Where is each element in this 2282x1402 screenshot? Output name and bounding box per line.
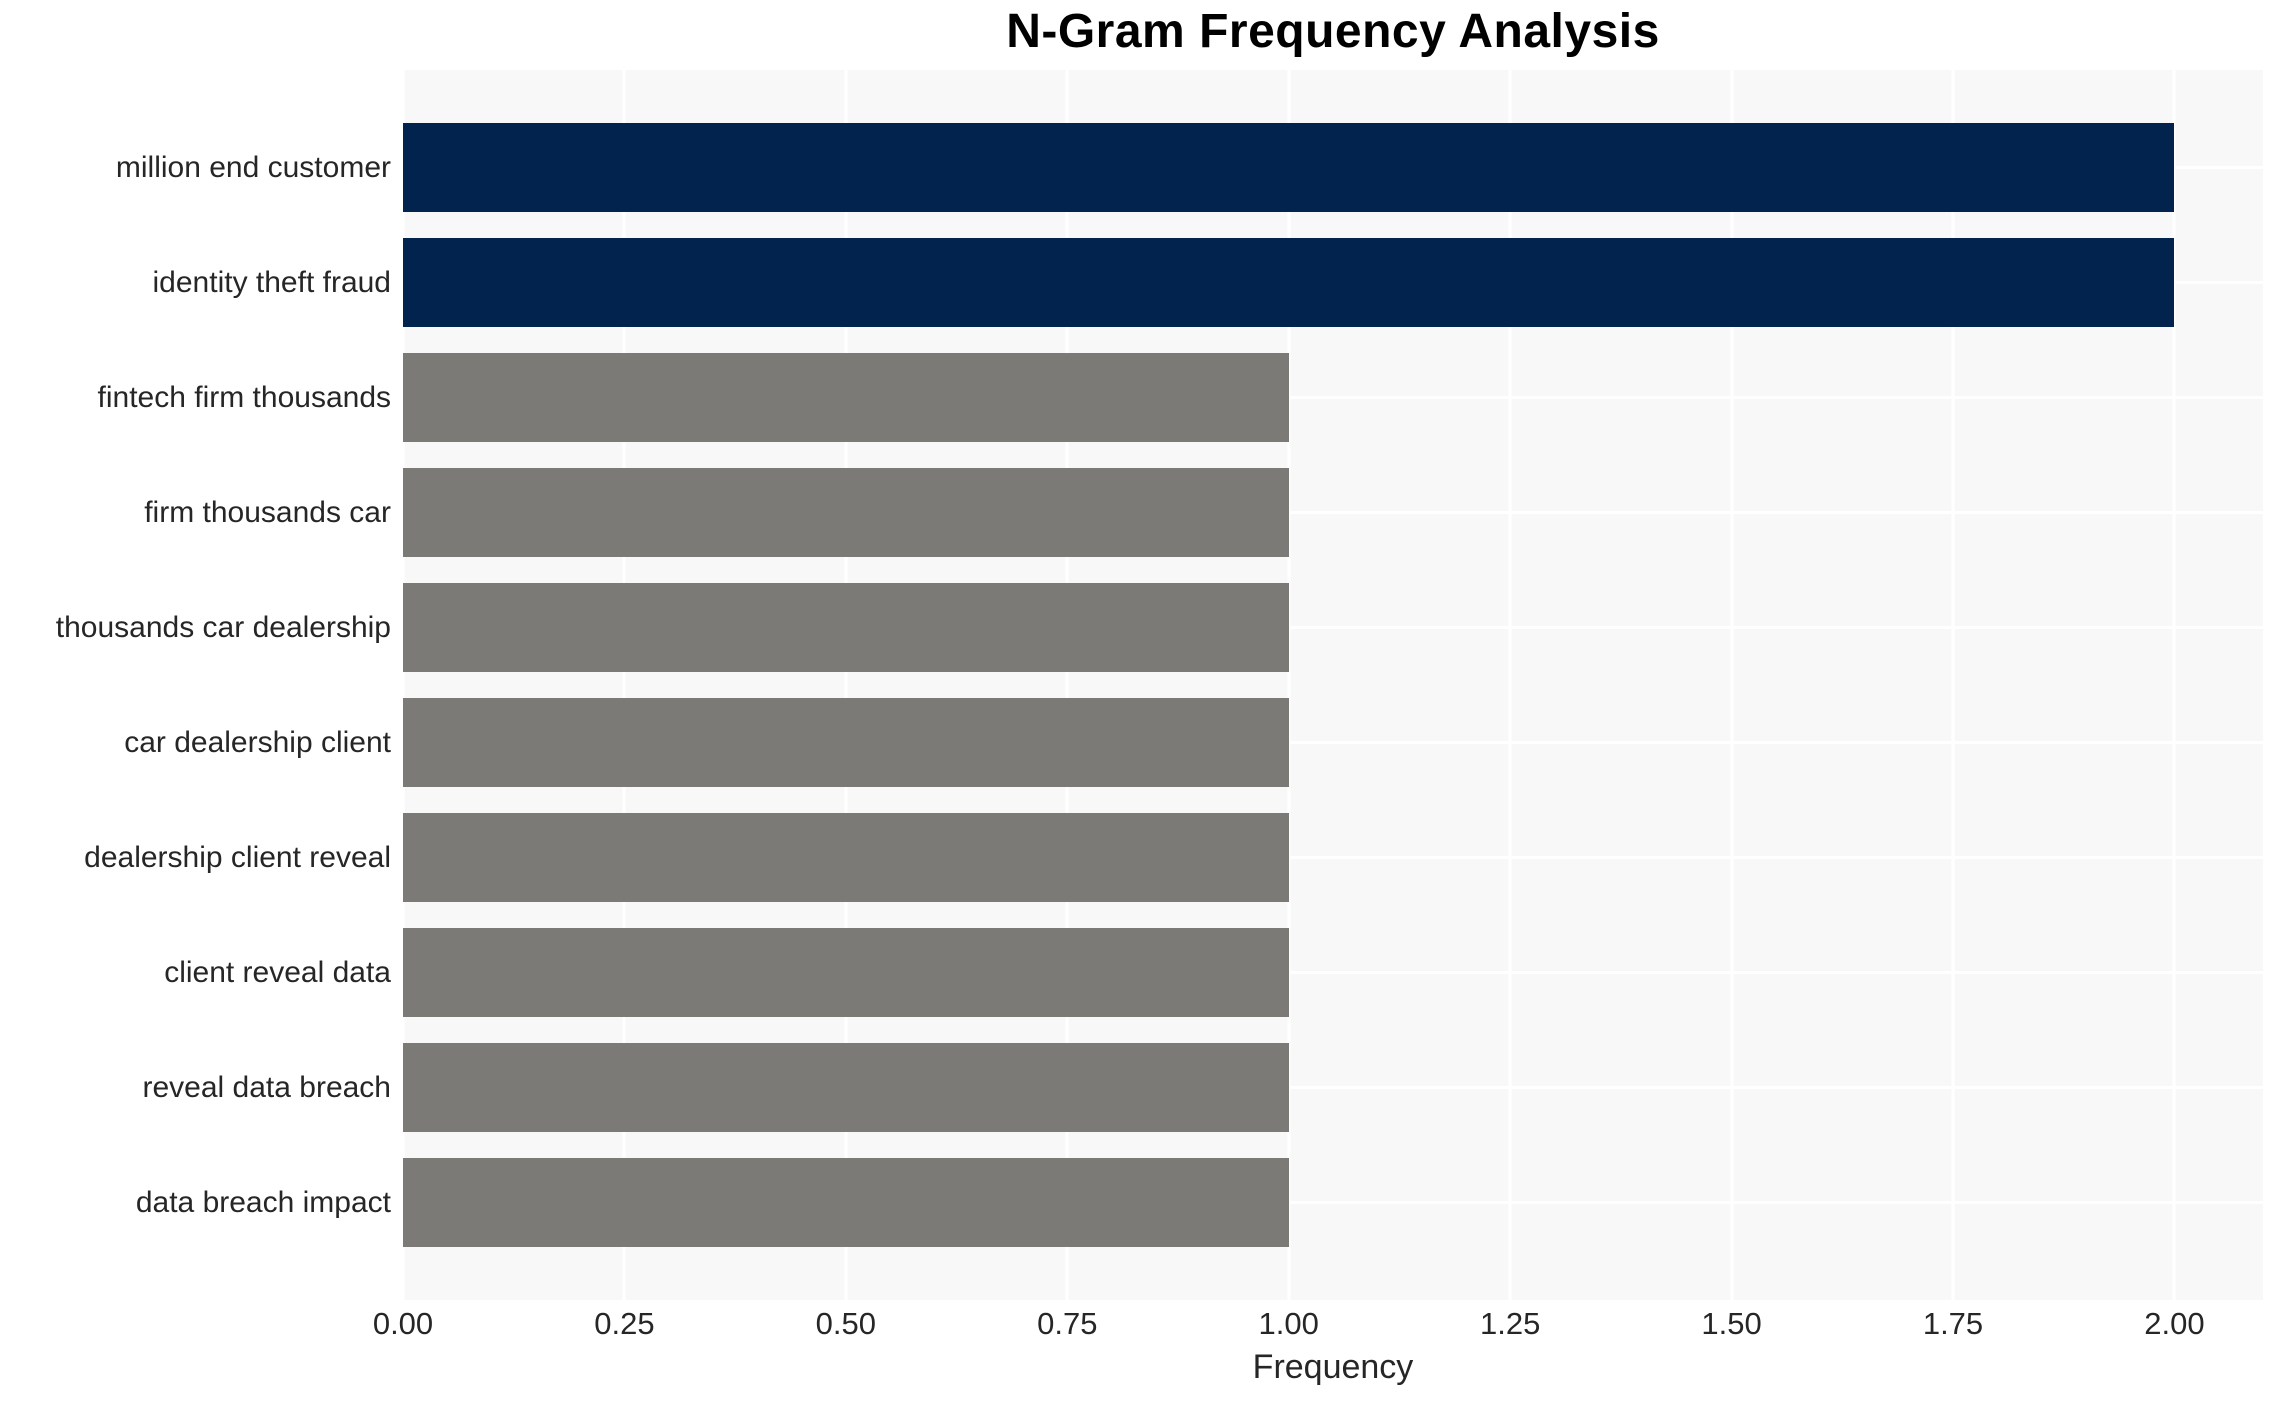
bar-client-reveal-data: [403, 928, 1289, 1017]
y-axis-label: identity theft fraud: [152, 265, 391, 299]
vertical-gridline: [1508, 70, 1512, 1300]
x-axis-tick-label: 1.00: [1258, 1306, 1319, 1341]
bar-identity-theft-fraud: [403, 238, 2175, 327]
bar-row: [403, 455, 2263, 570]
y-axis-label: dealership client reveal: [84, 840, 391, 874]
bar-dealership-client-reveal: [403, 813, 1289, 902]
horizontal-gridline: [403, 1086, 2263, 1089]
x-axis-tick-label: 1.25: [1479, 1306, 1541, 1341]
vertical-gridline: [1287, 70, 1291, 1300]
vertical-gridline: [844, 70, 848, 1300]
y-axis-label: client reveal data: [164, 955, 391, 989]
x-axis-tick-label: 1.75: [1922, 1306, 1984, 1341]
bar-row: [403, 1145, 2263, 1260]
bar-fintech-firm-thousands: [403, 353, 1289, 442]
vertical-gridline: [622, 70, 626, 1300]
bar-million-end-customer: [403, 123, 2175, 212]
vertical-gridline: [401, 70, 405, 1300]
y-axis-label: thousands car dealership: [55, 610, 391, 644]
y-axis-label: data breach impact: [135, 1185, 391, 1219]
bar-row: [403, 225, 2263, 340]
vertical-gridline: [2172, 70, 2176, 1300]
horizontal-gridline: [403, 971, 2263, 974]
y-axis-labels: million end customer identity theft fraud…: [0, 110, 391, 1260]
y-axis-label: fintech firm thousands: [97, 380, 391, 414]
vertical-gridline: [1065, 70, 1069, 1300]
bar-row: [403, 1030, 2263, 1145]
bar-row: [403, 110, 2263, 225]
horizontal-gridline: [403, 856, 2263, 859]
horizontal-gridline: [403, 1201, 2263, 1204]
x-axis-tick-label: 0.25: [594, 1306, 655, 1341]
x-axis-tick-label: 2.00: [2144, 1306, 2205, 1341]
horizontal-gridline: [403, 626, 2263, 629]
horizontal-gridline: [403, 741, 2263, 744]
y-axis-label: car dealership client: [124, 725, 391, 759]
y-axis-label: reveal data breach: [142, 1070, 392, 1104]
vertical-gridline: [1951, 70, 1955, 1300]
bar-row: [403, 685, 2263, 800]
bar-row: [403, 915, 2263, 1030]
x-axis-title: Frequency: [1252, 1348, 1414, 1386]
bar-car-dealership-client: [403, 698, 1289, 787]
chart-title: N-Gram Frequency Analysis: [1006, 5, 1660, 58]
x-axis-tick-label: 1.50: [1701, 1306, 1762, 1341]
x-axis-ticks: 0.00 0.25 0.50 0.75 1.00 1.25 1.50 1.75 2.00: [373, 1306, 2263, 1346]
x-axis-tick-label: 0.75: [1037, 1306, 1098, 1341]
bar-reveal-data-breach: [403, 1043, 1289, 1132]
x-axis-tick-label: 0.50: [815, 1306, 877, 1341]
bar-firm-thousands-car: [403, 468, 1289, 557]
bar-row: [403, 800, 2263, 915]
bar-row: [403, 570, 2263, 685]
bar-rows: [403, 110, 2263, 1260]
bar-row: [403, 340, 2263, 455]
bar-data-breach-impact: [403, 1158, 1289, 1247]
bar-thousands-car-dealership: [403, 583, 1289, 672]
x-axis-tick-label: 0.00: [372, 1306, 434, 1341]
horizontal-gridline: [403, 511, 2263, 514]
horizontal-gridline: [403, 396, 2263, 399]
y-axis-label: million end customer: [115, 150, 391, 184]
y-axis-label: firm thousands car: [144, 495, 391, 529]
vertical-gridline: [1730, 70, 1734, 1300]
